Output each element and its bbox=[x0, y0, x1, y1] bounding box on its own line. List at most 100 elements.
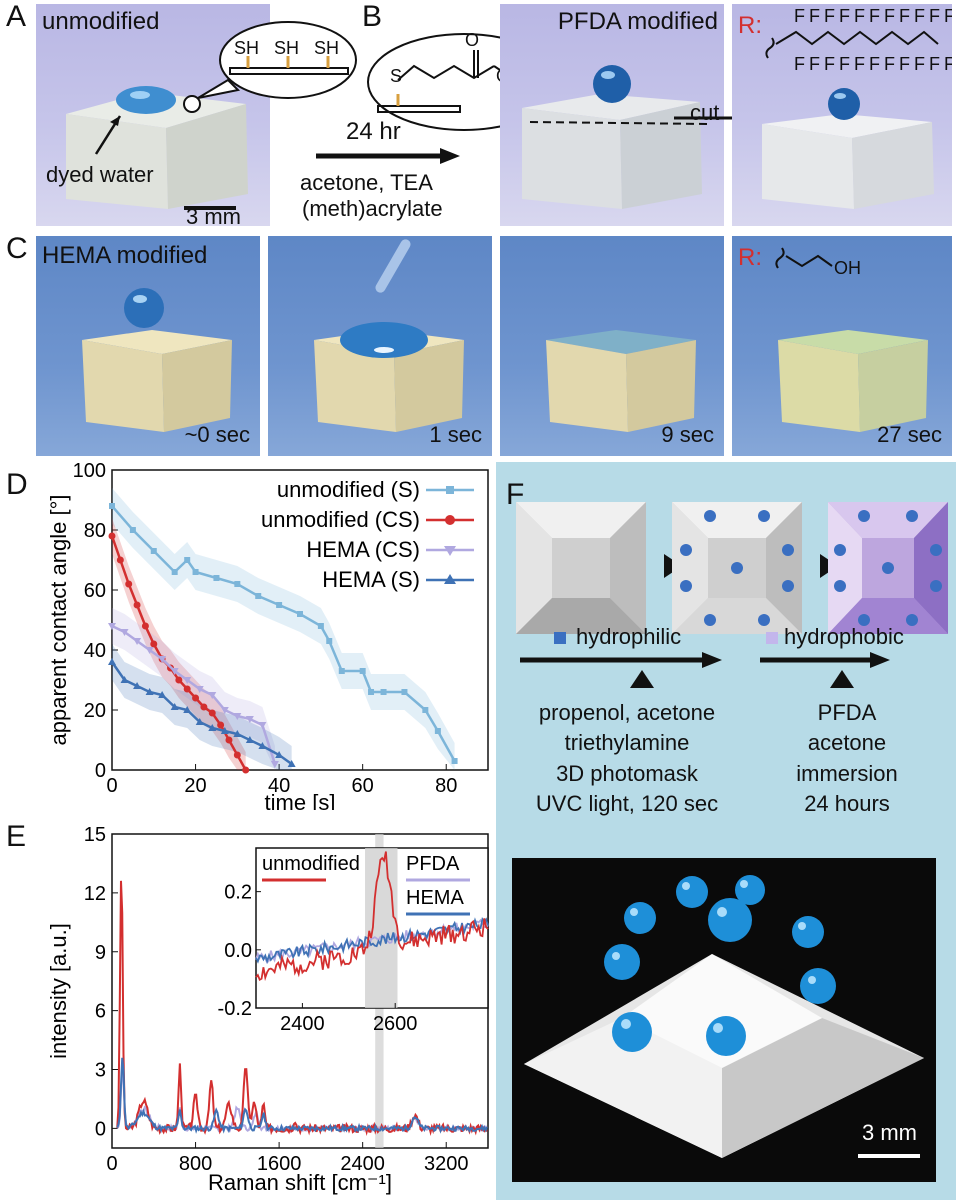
data-point bbox=[129, 527, 136, 533]
cube-pfda bbox=[522, 65, 711, 209]
f-atom: F bbox=[929, 6, 944, 26]
hydrophobic-swatch bbox=[766, 632, 778, 644]
inset-legend-label: unmodified bbox=[262, 853, 360, 875]
f-atom: F bbox=[794, 54, 809, 74]
data-point bbox=[422, 707, 429, 713]
sponge-9s bbox=[546, 330, 696, 432]
data-point bbox=[213, 575, 220, 581]
y-tick-label: 40 bbox=[84, 640, 106, 662]
y-tick-label: 20 bbox=[84, 700, 106, 722]
y-axis-label: apparent contact angle [°] bbox=[46, 495, 71, 746]
panel-letter-d: D bbox=[6, 468, 28, 501]
f-atom: F bbox=[809, 6, 824, 26]
data-point bbox=[171, 569, 178, 575]
photo-hema-9s: 9 sec bbox=[500, 236, 724, 456]
f-atom: F bbox=[899, 54, 914, 74]
data-point bbox=[208, 724, 217, 731]
photo-hema-0s: HEMA modified ~0 sec bbox=[36, 236, 260, 456]
sh-group-3: SH bbox=[314, 38, 340, 58]
inset-legend-label: HEMA bbox=[406, 887, 464, 909]
x-tick-label: 3200 bbox=[424, 1153, 469, 1175]
data-point bbox=[220, 727, 229, 734]
data-point bbox=[297, 611, 303, 617]
inset-unmodified bbox=[255, 851, 489, 982]
f-atom: F bbox=[839, 6, 854, 26]
x-axis-label: Raman shift [cm⁻¹] bbox=[208, 1170, 392, 1195]
data-point bbox=[116, 556, 124, 564]
data-point bbox=[255, 593, 262, 599]
reaction-condition-2: (meth)acrylate bbox=[302, 196, 443, 221]
inset-legend-label: PFDA bbox=[406, 853, 460, 875]
photo-hema-27s: R: OH 27 sec bbox=[732, 236, 952, 456]
panel-letter-a: A bbox=[6, 0, 27, 33]
data-point bbox=[434, 728, 441, 734]
steps-right: PFDA acetone immersion 24 hours bbox=[772, 698, 922, 819]
data-point bbox=[234, 581, 241, 587]
legend-label: HEMA (S) bbox=[322, 567, 420, 592]
data-point bbox=[170, 668, 179, 675]
data-point bbox=[183, 677, 192, 684]
data-point bbox=[150, 640, 158, 648]
bubble-thiol bbox=[183, 21, 357, 113]
step-marker-right bbox=[830, 670, 854, 688]
sponge-1s bbox=[314, 239, 464, 432]
x-tick-label: 40 bbox=[268, 775, 290, 797]
data-point bbox=[150, 548, 157, 554]
step-left-3: 3D photomask bbox=[556, 760, 698, 786]
time-1s: 1 sec bbox=[429, 422, 482, 447]
x-tick-label: 20 bbox=[184, 775, 206, 797]
label-r-hema: R: bbox=[738, 244, 762, 271]
data-point bbox=[233, 713, 242, 720]
x-tick-label: 0 bbox=[106, 1153, 117, 1175]
data-point bbox=[195, 718, 204, 725]
legend-label: HEMA (CS) bbox=[306, 537, 420, 562]
hydrophilic-swatch bbox=[554, 632, 566, 644]
pyramid-render bbox=[524, 875, 924, 1158]
pfda-structure bbox=[762, 30, 939, 209]
data-point bbox=[109, 503, 115, 509]
data-point bbox=[183, 685, 191, 693]
label-hydrophobic: hydrophobic bbox=[784, 624, 904, 649]
f-atom: F bbox=[869, 54, 884, 74]
step-left-4: UVC light, 120 sec bbox=[535, 791, 719, 817]
data-point bbox=[120, 629, 129, 636]
x-tick-label: 0 bbox=[106, 775, 117, 797]
data-point bbox=[145, 688, 154, 695]
legend-marker bbox=[444, 574, 456, 584]
panel-letter-e: E bbox=[6, 820, 27, 853]
reaction-arrow bbox=[316, 148, 460, 164]
annotation-dyed-water: dyed water bbox=[46, 162, 154, 187]
data-point bbox=[338, 668, 345, 674]
f-atom: F bbox=[899, 6, 914, 26]
atom-s: S bbox=[390, 66, 403, 86]
inset-y-tick-label: 0.2 bbox=[224, 882, 252, 904]
x-tick-label: 60 bbox=[352, 775, 374, 797]
reaction-time: 24 hr bbox=[346, 118, 401, 145]
f-atom: F bbox=[929, 54, 944, 74]
step-right-1: PFDA bbox=[817, 700, 877, 725]
data-point bbox=[200, 703, 208, 711]
data-point bbox=[326, 638, 333, 644]
legend-label: unmodified (CS) bbox=[261, 507, 420, 532]
step-right-2: acetone bbox=[807, 730, 887, 756]
x-tick-label: 1600 bbox=[257, 1153, 302, 1175]
photo-hema-1s: 1 sec bbox=[268, 236, 492, 456]
label-cut: cut bbox=[690, 100, 720, 125]
spectrum-hema bbox=[116, 1057, 488, 1134]
plot-frame bbox=[111, 469, 489, 771]
f-atom: F bbox=[824, 54, 839, 74]
data-point bbox=[258, 722, 267, 729]
data-point bbox=[175, 676, 183, 684]
inset-x-tick-label: 2600 bbox=[373, 1013, 418, 1035]
data-point bbox=[208, 709, 216, 717]
data-point bbox=[170, 703, 179, 710]
y-tick-label: 60 bbox=[84, 580, 106, 602]
scale-bar-f: 3 mm bbox=[862, 1120, 917, 1145]
series-band bbox=[112, 488, 455, 770]
pyramid-plain bbox=[516, 502, 646, 634]
y-tick-label: 12 bbox=[84, 883, 106, 905]
label-unmodified: unmodified bbox=[42, 8, 160, 35]
step-left-2: triethylamine bbox=[564, 730, 690, 756]
data-point bbox=[451, 758, 458, 764]
